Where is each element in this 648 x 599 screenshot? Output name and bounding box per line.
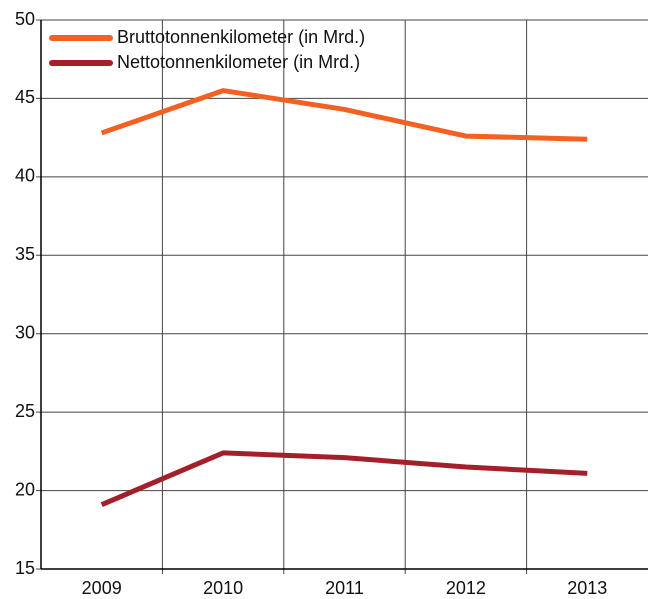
y-tick-label: 40 xyxy=(15,166,35,186)
y-tick-label: 30 xyxy=(15,322,35,342)
x-tick-label: 2010 xyxy=(203,578,243,598)
data-line xyxy=(100,88,588,142)
y-tick-label: 20 xyxy=(15,479,35,499)
legend-label: Nettotonnenkilometer (in Mrd.) xyxy=(117,52,360,72)
y-tick-label: 45 xyxy=(15,87,35,107)
legend-label: Bruttotonnenkilometer (in Mrd.) xyxy=(117,27,365,47)
x-tick-label: 2013 xyxy=(567,578,607,598)
y-tick-label: 15 xyxy=(15,558,35,578)
y-tick-label: 25 xyxy=(15,401,35,421)
y-tick-label: 35 xyxy=(15,244,35,264)
x-tick-label: 2009 xyxy=(82,578,122,598)
x-tick-label: 2012 xyxy=(446,578,486,598)
data-line xyxy=(100,450,588,507)
y-tick-label: 50 xyxy=(15,9,35,29)
x-tick-label: 2011 xyxy=(325,578,364,598)
